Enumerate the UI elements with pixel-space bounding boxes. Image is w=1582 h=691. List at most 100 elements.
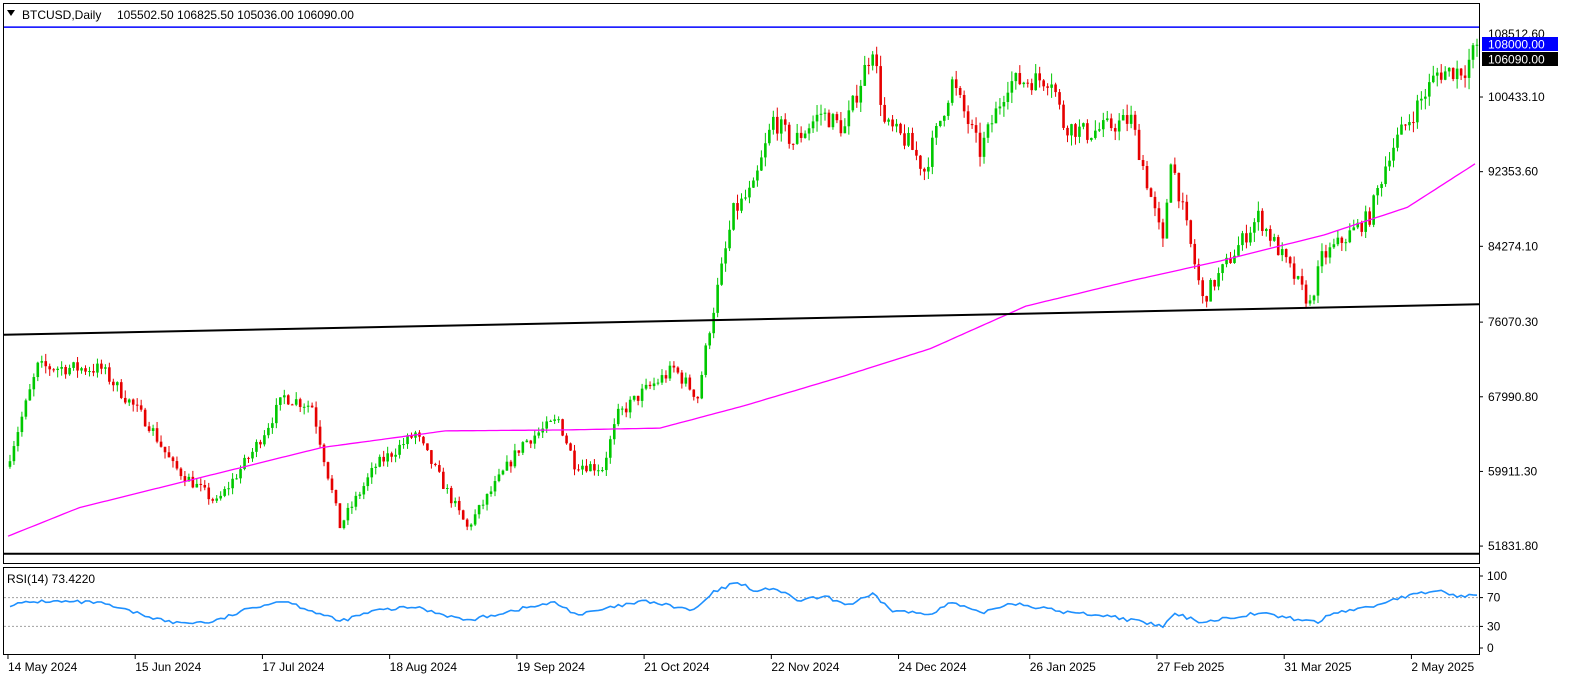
candle-body <box>489 491 493 494</box>
candle-body <box>24 400 28 417</box>
candle-body <box>704 345 708 375</box>
price-pane[interactable]: BTCUSD,Daily 105502.50 106825.50 105036.… <box>3 3 1480 564</box>
candle-body <box>1272 237 1276 241</box>
price-axis[interactable]: 100433.10 92353.60 84274.10 76070.30 67990.8… <box>1479 90 1545 553</box>
candle-body <box>80 368 83 371</box>
candle-body <box>529 440 533 444</box>
candle-body <box>756 170 759 181</box>
candle-body <box>44 361 48 367</box>
candle-body <box>501 470 505 475</box>
rsi-pane-frame <box>3 567 1480 655</box>
candle-body <box>430 450 433 464</box>
candle-body <box>1157 208 1161 223</box>
candle-body <box>1451 67 1455 80</box>
candle-body <box>1014 73 1018 82</box>
rsi-axis[interactable]: 100 70 30 0 <box>1479 569 1507 655</box>
candle-body <box>557 419 560 421</box>
candles-layer <box>8 38 1479 531</box>
candle-body <box>1463 75 1467 78</box>
candle-body <box>899 123 902 134</box>
candle-body <box>104 367 107 369</box>
candle-body <box>1336 237 1340 245</box>
candle-body <box>1408 122 1411 126</box>
price-tick-label: 67990.80 <box>1488 390 1538 404</box>
candle-body <box>279 397 282 405</box>
rsi-tick-label: 70 <box>1487 591 1501 605</box>
price-pane-frame <box>3 3 1480 564</box>
candle-body <box>195 483 199 488</box>
candle-body <box>342 520 346 529</box>
candle-body <box>927 166 930 172</box>
candle-body <box>477 505 481 515</box>
rsi-pane[interactable]: RSI(14) 73.4220 <box>3 567 1480 655</box>
time-tick-label: 2 May 2025 <box>1411 660 1474 674</box>
candle-body <box>1360 222 1364 232</box>
candle-body <box>656 382 660 384</box>
candle-body <box>1233 255 1236 264</box>
candle-body <box>48 366 52 370</box>
candle-body <box>994 108 998 124</box>
candle-body <box>1189 220 1193 244</box>
candle-body <box>1201 280 1204 297</box>
candle-body <box>549 420 552 422</box>
candle-body <box>815 114 819 122</box>
candle-body <box>740 198 743 211</box>
candle-body <box>354 495 358 507</box>
candle-body <box>310 405 314 408</box>
price-tick-label: 84274.10 <box>1488 239 1538 253</box>
candle-body <box>358 494 362 496</box>
candle-body <box>609 439 612 458</box>
candle-body <box>748 187 751 198</box>
candle-body <box>171 457 175 462</box>
candle-body <box>167 452 171 458</box>
candle-body <box>1475 44 1479 46</box>
candle-body <box>92 371 95 373</box>
time-tick-label: 17 Jul 2024 <box>262 660 324 674</box>
candle-body <box>1101 120 1105 130</box>
candle-body <box>251 451 254 459</box>
candle-body <box>1300 276 1304 285</box>
candle-body <box>485 493 489 505</box>
candle-body <box>946 102 950 116</box>
candle-body <box>1074 124 1077 137</box>
candle-body <box>581 465 584 470</box>
time-tick-label: 14 May 2024 <box>8 660 78 674</box>
trend-line[interactable] <box>3 303 1480 336</box>
candle-body <box>1145 165 1149 189</box>
candle-body <box>1459 68 1463 76</box>
collapse-triangle-icon[interactable] <box>7 10 15 16</box>
candle-body <box>1153 196 1157 209</box>
candle-body <box>911 132 914 150</box>
candle-body <box>203 484 207 488</box>
candle-body <box>449 487 453 504</box>
candle-body <box>879 66 882 105</box>
candle-body <box>346 507 350 521</box>
candle-body <box>1109 118 1113 129</box>
candle-body <box>823 112 827 114</box>
candle-body <box>764 143 767 158</box>
candle-body <box>919 155 922 169</box>
candle-body <box>426 443 429 451</box>
candle-body <box>986 124 990 138</box>
time-tick-label: 31 Mar 2025 <box>1284 660 1352 674</box>
candle-body <box>155 428 159 442</box>
candle-body <box>434 463 437 466</box>
candle-body <box>545 421 548 429</box>
time-tick-label: 27 Feb 2025 <box>1157 660 1225 674</box>
candle-body <box>100 363 103 369</box>
candle-body <box>179 468 183 477</box>
candle-body <box>783 119 787 125</box>
current-price-text: 106090.00 <box>1488 53 1545 67</box>
candle-body <box>1225 257 1228 265</box>
time-tick-label: 21 Oct 2024 <box>644 660 710 674</box>
candle-body <box>294 399 298 405</box>
candle-body <box>907 132 910 146</box>
candle-body <box>282 395 286 398</box>
candle-body <box>275 404 278 424</box>
candle-body <box>1261 210 1264 232</box>
candle-body <box>1193 243 1197 265</box>
candle-body <box>1181 201 1185 203</box>
time-axis[interactable]: 14 May 2024 15 Jun 2024 17 Jul 2024 18 Aug … <box>7 655 1474 674</box>
